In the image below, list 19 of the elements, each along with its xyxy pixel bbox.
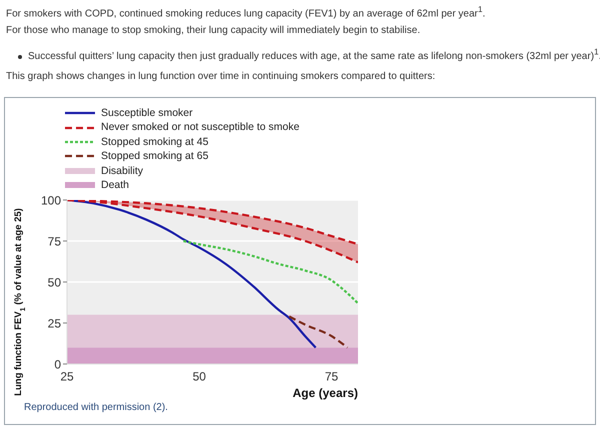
legend-label: Disability [101,164,144,178]
y-tick-label: 50 [48,275,62,290]
x-axis-title: Age (years) [292,386,358,400]
chart-subtitle: For those who manage to stop smoking, their lung capacity will immediately begin to stabilise. [6,25,420,36]
chart-title: For smokers with COPD, continued smoking reduces lung capacity (FEV1) by an average of 62ml per year$^{1}$. [6,4,486,20]
text: This graph shows changes in lung function over time in continuing smokers compared to quitters: [6,71,436,82]
legend-label: Never smoked or not susceptible to smoke [101,120,300,135]
y-tick-label: 0 [54,357,62,372]
x-tick-label: 25 [60,370,74,384]
x-tick-label: 75 [324,370,339,384]
y-tick-label: 25 [48,316,62,330]
y-tick-label: 75 [48,234,62,248]
legend-label: Stopped smoking at 65 [101,149,208,164]
legend-label: Susceptible smoker [101,106,193,120]
legend-label: Death [101,178,130,192]
legend-label: Stopped smoking at 45 [101,134,208,150]
text: Reproduced with permission (2). [24,402,168,413]
x-tick-label: 50 [192,370,206,384]
y-tick-label: 100 [40,193,62,208]
